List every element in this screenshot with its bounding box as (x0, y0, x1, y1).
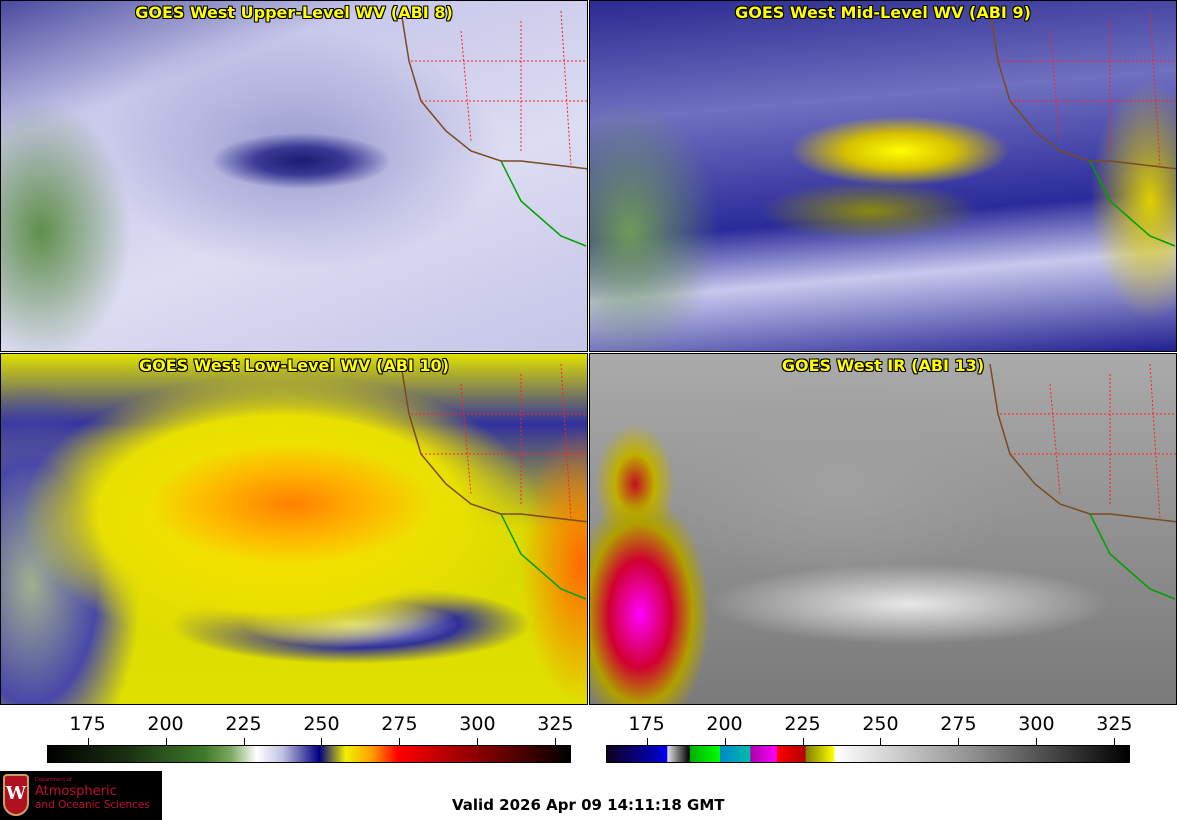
colorbar-tick (321, 738, 323, 745)
colorbar-tick-label: 300 (459, 713, 496, 735)
logo-line1: Department of (35, 777, 72, 783)
map-overlay (989, 363, 1176, 600)
logo-line3: and Oceanic Sciences (35, 799, 150, 811)
mid-level-wv-panel: GOES West Mid-Level WV (ABI 9) (589, 0, 1177, 352)
panel-title: GOES West IR (ABI 13) (781, 356, 985, 375)
panel-title: GOES West Mid-Level WV (ABI 9) (735, 3, 1031, 22)
map-overlay (400, 363, 587, 600)
colorbar-tick-label: 250 (303, 713, 340, 735)
aos-logo: W Department of Atmospheric and Oceanic … (0, 771, 162, 820)
colorbar-tick (880, 738, 882, 745)
colorbar-tick (1114, 738, 1116, 745)
colorbar-tick-label: 275 (940, 713, 977, 735)
colorbar-tick (477, 738, 479, 745)
uw-shield-icon: W (3, 774, 29, 816)
colorbar-tick (958, 738, 960, 745)
panel-title: GOES West Upper-Level WV (ABI 8) (135, 3, 453, 22)
colorbar-tick (243, 738, 245, 745)
colorbar-tick-label: 250 (862, 713, 899, 735)
map-overlay (400, 10, 587, 247)
valid-time: Valid 2026 Apr 09 14:11:18 GMT (452, 796, 725, 814)
colorbar-tick (724, 738, 726, 745)
colorbar-tick (646, 738, 648, 745)
colorbar-tick-label: 175 (628, 713, 665, 735)
panel-title: GOES West Low-Level WV (ABI 10) (138, 356, 449, 375)
logo-line2: Atmospheric (35, 784, 117, 799)
colorbar-tick (399, 738, 401, 745)
low-level-wv-panel: GOES West Low-Level WV (ABI 10) (0, 353, 588, 705)
colorbar-tick-label: 200 (706, 713, 743, 735)
colorbar-tick (802, 738, 804, 745)
ir-colorbar (606, 745, 1130, 763)
upper-level-wv-panel: GOES West Upper-Level WV (ABI 8) (0, 0, 588, 352)
colorbar-tick (555, 738, 557, 745)
colorbar-tick (165, 738, 167, 745)
colorbar-tick-label: 325 (1096, 713, 1133, 735)
wv-colorbar (47, 745, 571, 763)
colorbar-tick-label: 225 (784, 713, 821, 735)
infrared-panel: GOES West IR (ABI 13) (589, 353, 1177, 705)
colorbar-tick-label: 200 (147, 713, 184, 735)
colorbar-tick (87, 738, 89, 745)
colorbar-tick-label: 175 (69, 713, 106, 735)
colorbar-tick-label: 300 (1018, 713, 1055, 735)
colorbar-tick-label: 275 (381, 713, 418, 735)
colorbar-tick-label: 325 (537, 713, 574, 735)
colorbar-tick-label: 225 (225, 713, 262, 735)
map-overlay (989, 10, 1176, 247)
colorbar-tick (1036, 738, 1038, 745)
